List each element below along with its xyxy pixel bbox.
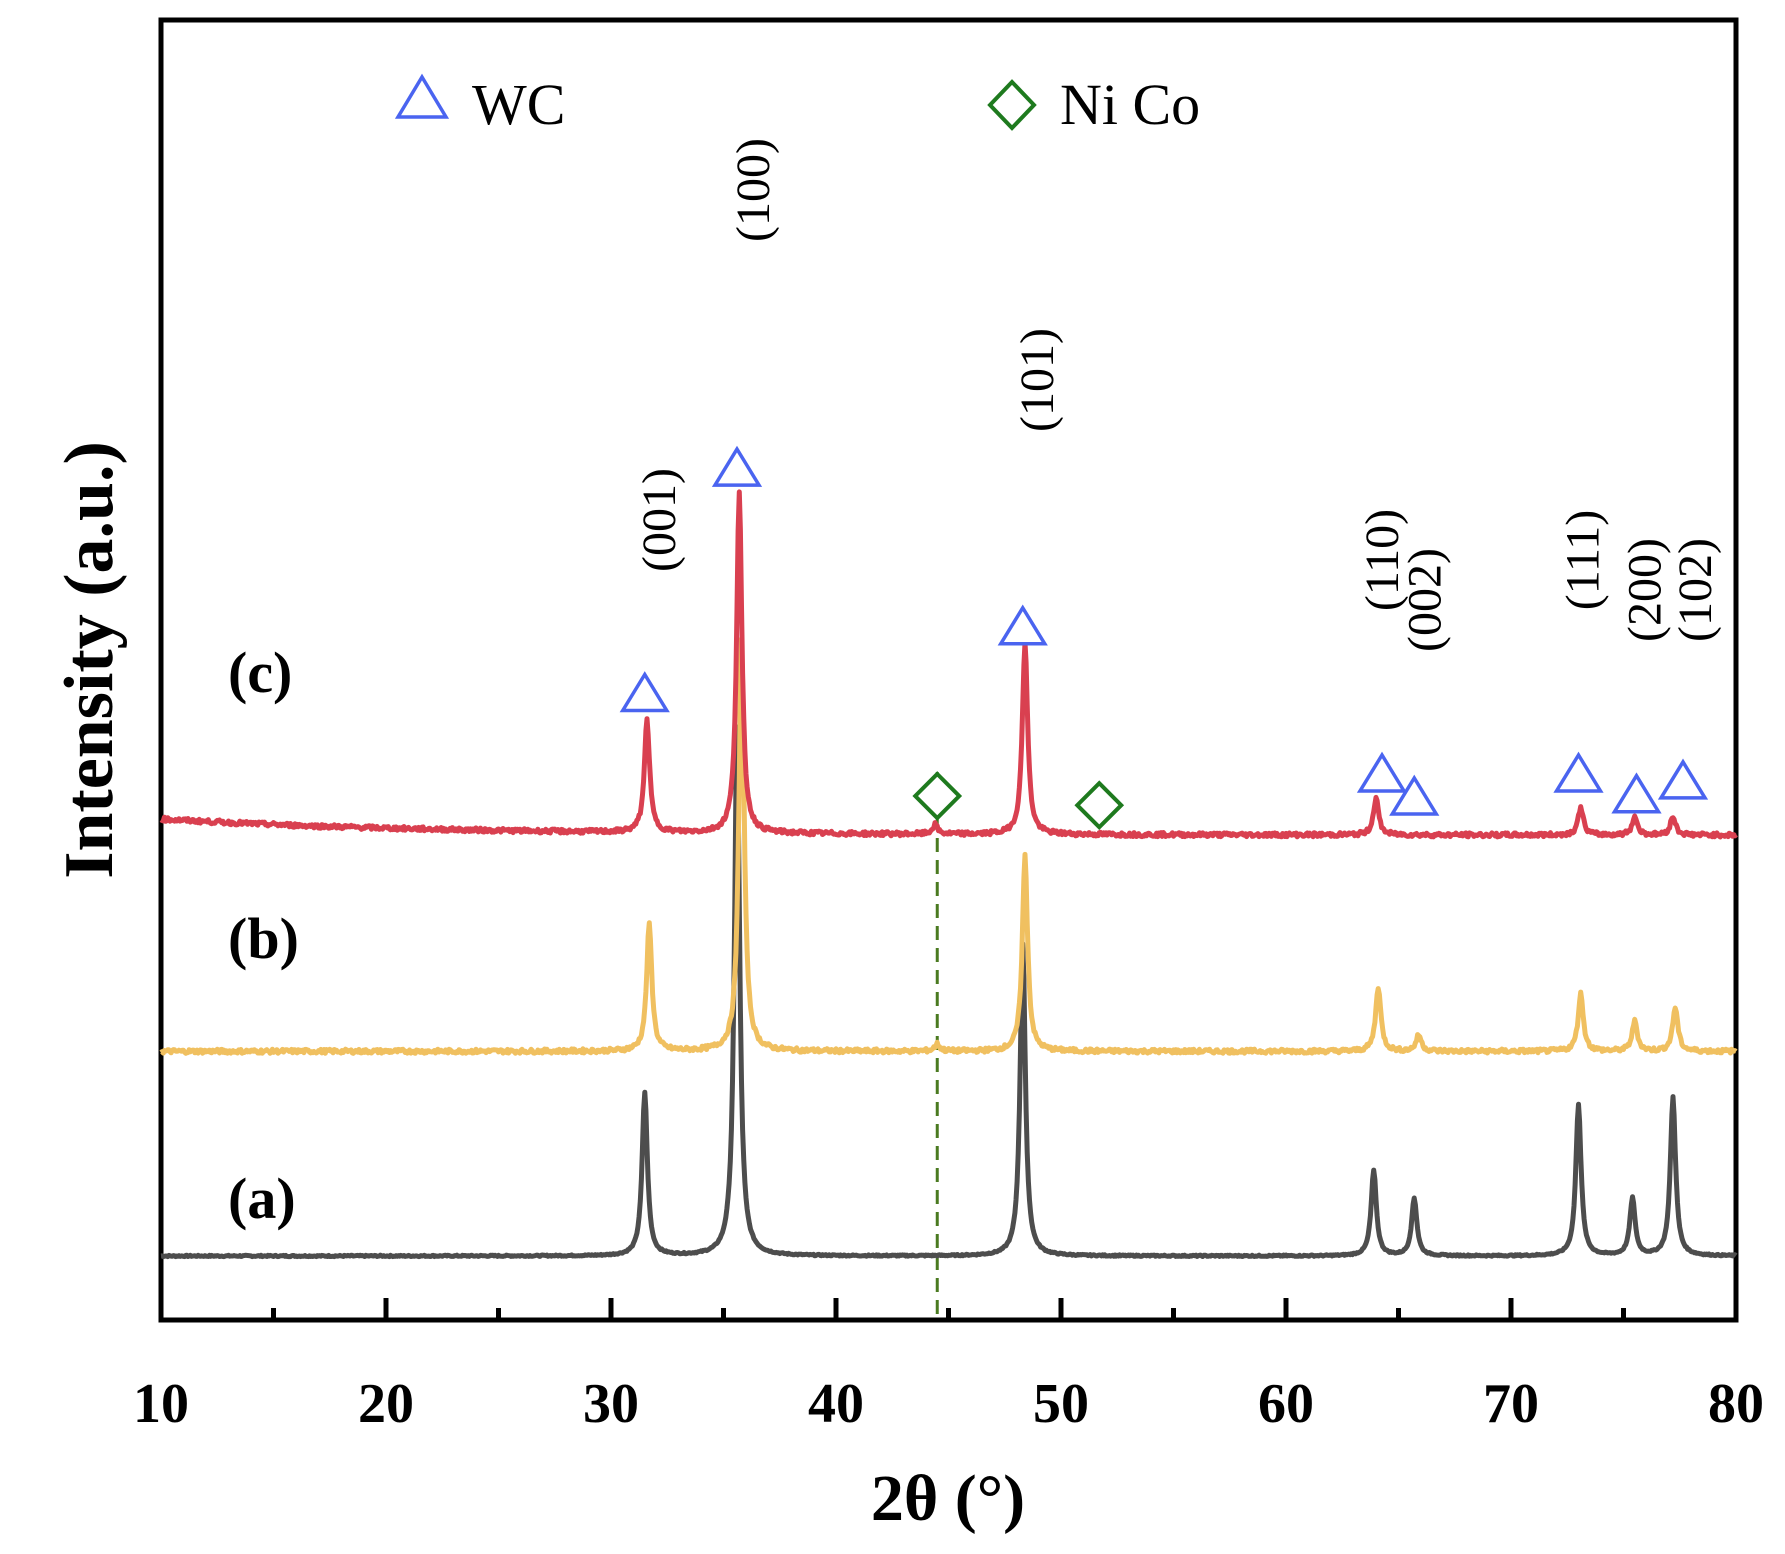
y-axis-title: Intensity (a.u.) (51, 441, 128, 879)
hkl-label: (100) (727, 138, 780, 242)
x-tick-label: 40 (808, 1373, 864, 1435)
series-label-c: (c) (228, 640, 292, 705)
hkl-label: (110) (1356, 509, 1409, 611)
x-tick-label: 20 (358, 1373, 414, 1435)
wc-marker (1553, 751, 1604, 793)
hkl-label: (200) (1619, 538, 1672, 642)
series-line-c (159, 489, 1738, 840)
hkl-label: (002) (1398, 548, 1451, 652)
series-label-a: (a) (228, 1166, 296, 1231)
wc-marker (1611, 772, 1662, 814)
x-tick-label: 80 (1708, 1373, 1764, 1435)
wc-marker (997, 604, 1048, 646)
legend-wc-marker (394, 73, 450, 119)
x-tick-label: 10 (133, 1373, 189, 1435)
x-tick-label: 70 (1483, 1373, 1539, 1435)
hkl-label: (001) (633, 468, 686, 572)
tick-layer: 10 20 30 40 50 60 70 80 (133, 1298, 1764, 1435)
wc-marker (1657, 758, 1709, 800)
legend-nico-label: Ni Co (1060, 72, 1200, 137)
legend-wc-label: WC (472, 72, 565, 137)
x-tick-label: 60 (1258, 1373, 1314, 1435)
wc-marker (711, 445, 763, 487)
nico-marker (912, 771, 963, 821)
hkl-label: (111) (1557, 510, 1610, 610)
series-line-a (159, 724, 1738, 1260)
series-layer (159, 489, 1738, 1260)
x-tick-label: 50 (1033, 1373, 1089, 1435)
hkl-label: (102) (1669, 538, 1722, 642)
x-tick-label: 30 (583, 1373, 639, 1435)
wc-marker (1356, 751, 1408, 793)
annotation-layer: (001) (100) (101) (110)(002) (111) (200)(102) (633, 138, 1722, 652)
hkl-label: (101) (1011, 328, 1064, 432)
wc-marker (1389, 774, 1440, 816)
series-label-b: (b) (228, 906, 299, 971)
plot-frame (158, 17, 1739, 1323)
wc-marker (619, 671, 670, 713)
nico-marker (1074, 780, 1125, 831)
marker-layer (619, 445, 1709, 831)
series-line-b (159, 636, 1738, 1056)
x-axis-title: 2θ (°) (871, 1462, 1025, 1535)
legend-nico-marker (987, 79, 1037, 131)
